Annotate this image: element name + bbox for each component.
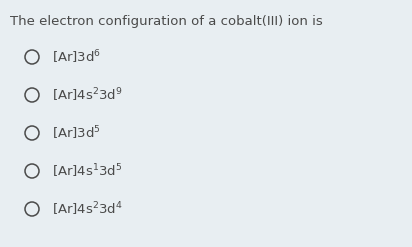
Text: [Ar]3d$^{6}$: [Ar]3d$^{6}$	[52, 48, 101, 66]
Text: [Ar]4s$^{2}$3d$^{4}$: [Ar]4s$^{2}$3d$^{4}$	[52, 200, 123, 218]
Text: [Ar]4s$^{1}$3d$^{5}$: [Ar]4s$^{1}$3d$^{5}$	[52, 162, 122, 180]
Text: The electron configuration of a cobalt(III) ion is: The electron configuration of a cobalt(I…	[10, 15, 323, 28]
Text: [Ar]3d$^{5}$: [Ar]3d$^{5}$	[52, 124, 101, 142]
Text: [Ar]4s$^{2}$3d$^{9}$: [Ar]4s$^{2}$3d$^{9}$	[52, 86, 123, 104]
